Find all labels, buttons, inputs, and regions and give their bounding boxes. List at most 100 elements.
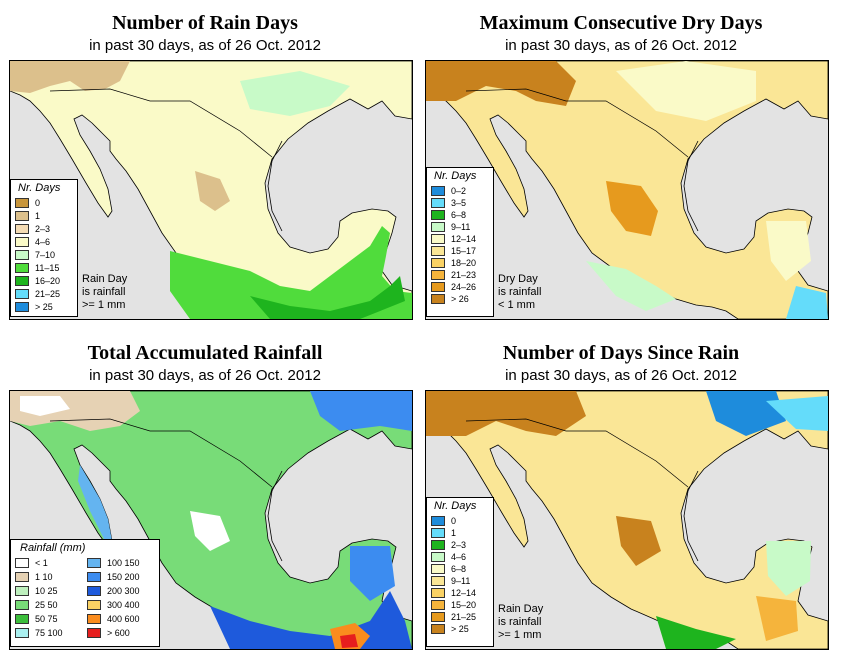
legend-label: 2–3 [35,224,51,234]
legend-swatch [87,600,101,610]
border-line [465,88,689,158]
note-line: Dry Day [498,273,538,285]
legend-label: 0 [451,516,457,526]
legend-label: 4–6 [451,552,467,562]
legend-label: 11–15 [35,263,60,273]
border-line [49,418,273,488]
yucatan-blue [350,546,395,601]
legend-label: 0–2 [451,186,467,196]
legend-swatch [87,614,101,624]
northeast-blue [706,391,786,436]
legend-swatch [15,289,29,299]
note-line: < 1 mm [498,299,535,311]
legend-label: 7–10 [35,250,56,260]
northwest-dry [426,61,576,106]
northwest-white [20,396,70,416]
note-line: is rainfall [498,616,542,628]
south-dark-green [250,276,405,319]
legend-label: 21–23 [451,270,477,280]
legend-swatch [431,624,445,634]
sierra-region [10,61,130,93]
legend-label: 12–14 [451,588,477,598]
map-max-dry-days: Nr. Days 0–2 3–5 6–8 9–11 12–14 15–17 18… [425,60,829,320]
legend-label: > 25 [451,624,469,634]
panel-subtitle: in past 30 days, as of 26 Oct. 2012 [89,37,321,54]
legend-note: Rain Day is rainfall >= 1 mm [498,603,543,642]
legend-swatch [15,614,29,624]
south-tip [786,286,828,319]
legend-label: 2–3 [451,540,467,550]
gulf-coast [683,140,699,232]
legend-label: 25 50 [35,600,58,610]
legend-swatch [15,628,29,638]
border-line [49,88,273,158]
legend-label: 75 100 [35,628,63,638]
legend-swatch [15,302,29,312]
south-green [656,616,736,649]
note-line: Rain Day [82,273,128,285]
legend-swatch [431,552,445,562]
legend-swatch [15,237,29,247]
legend-title: Rainfall (mm) [20,542,86,554]
legend-label: 9–11 [451,222,471,232]
panel-title: Number of Rain Days [112,12,298,34]
northeast-blue [310,391,412,431]
legend-swatch [15,572,29,582]
legend-label: 1 10 [35,572,53,582]
legend-swatch [15,558,29,568]
central-dry [190,511,230,551]
south-orange [756,596,798,641]
map-days-since-rain: Nr. Days 0 1 2–3 4–6 6–8 9–11 12–14 15–2… [425,390,829,650]
central-dry [616,516,661,566]
baja-blue [78,465,112,541]
panel-days-since-rain: Number of Days Since Rain in past 30 day… [416,330,829,650]
legend-note: Rain Day is rainfall >= 1 mm [82,273,127,312]
legend-swatch [431,234,445,244]
south-green [586,261,676,311]
legend-swatch [15,276,29,286]
legend-label: 24–26 [451,282,477,292]
legend-swatch [431,588,445,598]
legend-swatch [431,270,445,280]
legend-swatch [431,258,445,268]
legend-label: 0 [35,198,41,208]
legend-label: 6–8 [451,564,467,574]
panel-subtitle: in past 30 days, as of 26 Oct. 2012 [505,37,737,54]
gulf-coast [683,470,699,562]
legend-label: 400 600 [107,614,140,624]
legend-swatch [431,528,445,538]
legend-label: 6–8 [451,210,467,220]
legend-total-rainfall: Rainfall (mm) < 1 1 10 10 25 25 50 50 75… [10,539,160,647]
panel-subtitle: in past 30 days, as of 26 Oct. 2012 [89,367,321,384]
legend-swatch [431,222,445,232]
legend-label: 9–11 [451,576,471,586]
legend-swatch [431,246,445,256]
legend-swatch [431,564,445,574]
legend-label: 21–25 [451,612,477,622]
legend-label: 18–20 [451,258,477,268]
legend-label: 16–20 [35,276,61,286]
legend-swatch [15,211,29,221]
legend-note: Dry Day is rainfall < 1 mm [498,273,541,312]
legend-swatch [87,572,101,582]
legend-rain-days: Nr. Days 0 1 2–3 4–6 7–10 11–15 16–20 21… [10,179,78,317]
legend-swatch [431,198,445,208]
legend-label: 21–25 [35,289,61,299]
note-line: Rain Day [498,603,544,615]
note-line: >= 1 mm [82,299,126,311]
yucatan-green [766,541,811,596]
legend-swatch [87,628,101,638]
legend-label: 3–5 [451,198,467,208]
legend-label: 300 400 [107,600,140,610]
legend-label: > 25 [35,302,53,312]
gulf-coast [267,470,283,562]
legend-label: 1 [451,528,457,538]
legend-label: 15–20 [451,600,477,610]
south-red-core [340,634,358,648]
light-green-band [240,71,350,116]
legend-label: 15–17 [451,246,477,256]
gulf-coast [267,140,283,232]
legend-swatch [15,586,29,596]
note-line: is rainfall [82,286,126,298]
legend-days-since-rain: Nr. Days 0 1 2–3 4–6 6–8 9–11 12–14 15–2… [426,497,494,647]
